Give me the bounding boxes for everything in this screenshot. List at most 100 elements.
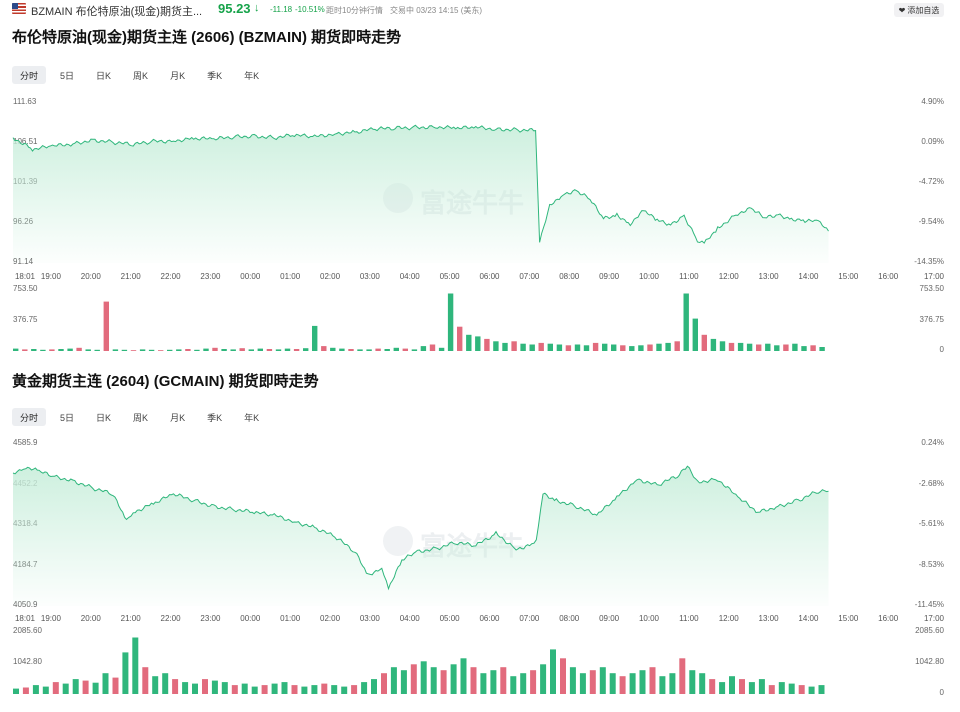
volume-bar	[162, 673, 169, 694]
volume-bar	[480, 673, 487, 694]
volume-bar	[583, 345, 590, 351]
us-flag-icon	[12, 3, 26, 14]
tab-0[interactable]: 分时	[12, 408, 47, 426]
volume-bar	[102, 673, 109, 694]
price-area	[13, 466, 829, 606]
volume-bar	[530, 670, 537, 694]
x-tick-label: 10:00	[638, 614, 659, 623]
tab-6[interactable]: 年K	[244, 70, 260, 81]
volume-bar	[303, 348, 309, 351]
volume-bar	[808, 686, 815, 694]
tab-1[interactable]: 5日	[60, 70, 75, 81]
volume-bar	[768, 685, 775, 694]
volume-bar	[547, 343, 553, 351]
volume-bar	[301, 686, 308, 694]
tab-5[interactable]: 季K	[207, 70, 223, 81]
volume-bar	[592, 342, 599, 351]
volume-bar	[103, 301, 109, 351]
add-watchlist-button[interactable]: ❤ 添加自选	[894, 3, 944, 17]
volume-bar	[649, 667, 656, 694]
volume-bar	[818, 685, 825, 694]
volume-bar	[420, 346, 427, 351]
tab-2[interactable]: 日K	[96, 412, 112, 423]
x-tick-label: 00:00	[240, 614, 261, 623]
x-tick-label: 12:00	[718, 614, 739, 623]
tab-1[interactable]: 5日	[60, 412, 75, 423]
tab-0[interactable]: 分时	[12, 66, 47, 84]
volume-bar	[629, 673, 636, 694]
volume-bar	[203, 348, 209, 351]
volume-bar	[440, 670, 447, 694]
volume-bar	[348, 349, 354, 351]
volume-bar	[737, 342, 744, 351]
x-tick-label: 21:00	[120, 272, 141, 281]
volume-bar	[746, 343, 753, 351]
volume-bar	[420, 661, 427, 694]
tab-3[interactable]: 周K	[133, 412, 149, 423]
x-tick-label: 11:00	[679, 272, 699, 281]
volume-bar	[602, 343, 608, 351]
volume-bar	[689, 670, 696, 694]
volume-bar	[13, 688, 19, 694]
tab-2[interactable]: 日K	[96, 70, 112, 81]
volume-bar	[361, 682, 368, 694]
x-tick-label: 04:00	[399, 272, 420, 281]
chart-title-gold: 黄金期货主连 (2604) (GCMAIN) 期货即時走势	[12, 373, 319, 390]
volume-bar	[430, 667, 437, 694]
volume-bar	[719, 682, 726, 694]
add-watchlist-label: 添加自选	[907, 5, 940, 15]
volume-bar	[239, 348, 245, 351]
volume-bar	[312, 325, 318, 351]
x-tick-label: 11:00	[679, 614, 699, 623]
volume-bar	[281, 682, 288, 694]
volume-bar	[357, 349, 363, 351]
volume-bar	[339, 348, 345, 351]
volume-bar	[788, 683, 795, 694]
volume-bar	[121, 349, 128, 351]
volume-bar	[569, 667, 576, 694]
watermark-logo-icon	[383, 526, 413, 556]
x-tick-label: 20:00	[80, 614, 101, 623]
symbol-name[interactable]: BZMAIN 布伦特原油(现金)期货主...	[31, 6, 203, 18]
volume-bar	[371, 679, 377, 694]
volume-bar	[579, 673, 586, 694]
volume-bar	[194, 349, 200, 351]
volume-bar	[411, 349, 418, 351]
x-tick-label: 01:00	[280, 272, 301, 281]
volume-bar	[176, 349, 182, 351]
volume-tick-label: 376.75	[13, 314, 38, 324]
volume-bar	[185, 349, 191, 351]
volume-bar	[490, 670, 497, 694]
volume-bar	[683, 293, 689, 351]
tab-6[interactable]: 年K	[244, 412, 260, 423]
volume-bar	[450, 664, 457, 694]
y-pct-tick-label: -4.72%	[918, 177, 944, 186]
x-tick-label: 16:00	[878, 272, 899, 281]
x-tick-label: 08:00	[559, 272, 580, 281]
x-tick-label: 19:00	[40, 614, 61, 623]
volume-bar	[798, 685, 805, 694]
volume-bar	[511, 341, 517, 351]
tab-4[interactable]: 月K	[170, 412, 186, 423]
volume-bar	[429, 344, 436, 351]
volume-bar	[520, 343, 526, 351]
volume-bar	[438, 347, 445, 351]
volume-bar	[728, 342, 735, 351]
volume-bar	[765, 343, 771, 351]
volume-bar	[291, 685, 298, 694]
x-tick-label: 05:00	[439, 614, 460, 623]
volume-bar	[819, 347, 825, 351]
volume-bar	[390, 667, 397, 694]
x-tick-label: 09:00	[599, 614, 620, 623]
volume-bar	[520, 673, 527, 694]
x-tick-label: 17:00	[923, 614, 945, 623]
volume-bar	[122, 652, 129, 694]
y-tick-label: 111.63	[13, 97, 37, 106]
tab-5[interactable]: 季K	[207, 412, 223, 423]
volume-bar	[172, 679, 179, 694]
volume-bar	[729, 676, 735, 694]
volume-bar	[85, 349, 91, 351]
tab-4[interactable]: 月K	[170, 70, 186, 81]
tab-3[interactable]: 周K	[133, 70, 149, 81]
